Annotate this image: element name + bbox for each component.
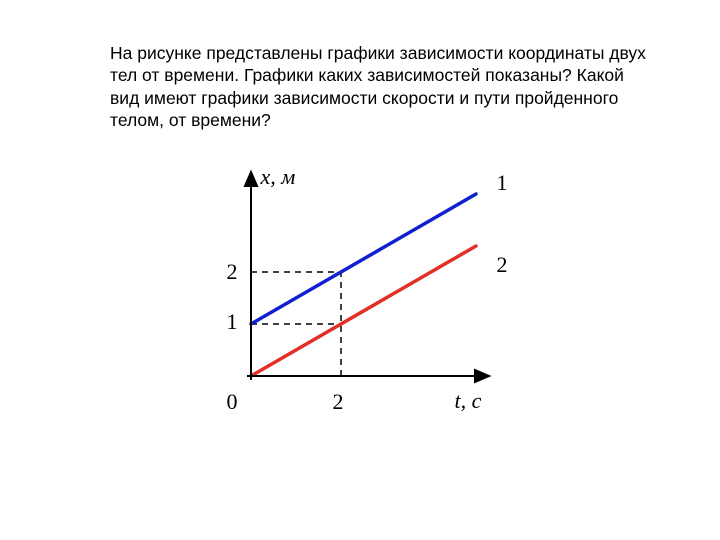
- y-tick-1: 1: [227, 311, 238, 333]
- series-2-label: 2: [497, 254, 508, 276]
- question-text: На рисунке представлены графики зависимо…: [110, 42, 650, 132]
- series-1-label: 1: [497, 172, 508, 194]
- axes: [245, 172, 489, 382]
- figure-container: x, м 1 2 2 1 0 2 t, с: [0, 166, 720, 426]
- guide-lines: [251, 272, 341, 376]
- slide: На рисунке представлены графики зависимо…: [0, 0, 720, 540]
- chart-position-vs-time: x, м 1 2 2 1 0 2 t, с: [213, 166, 508, 426]
- y-tick-2: 2: [227, 261, 238, 283]
- x-tick-2: 2: [333, 391, 344, 413]
- series-1-line: [251, 194, 476, 324]
- series-2-line: [251, 246, 476, 376]
- x-axis-label: t, с: [455, 390, 482, 412]
- chart-svg: [213, 166, 508, 426]
- origin-label: 0: [227, 391, 238, 413]
- y-axis-label: x, м: [261, 166, 296, 188]
